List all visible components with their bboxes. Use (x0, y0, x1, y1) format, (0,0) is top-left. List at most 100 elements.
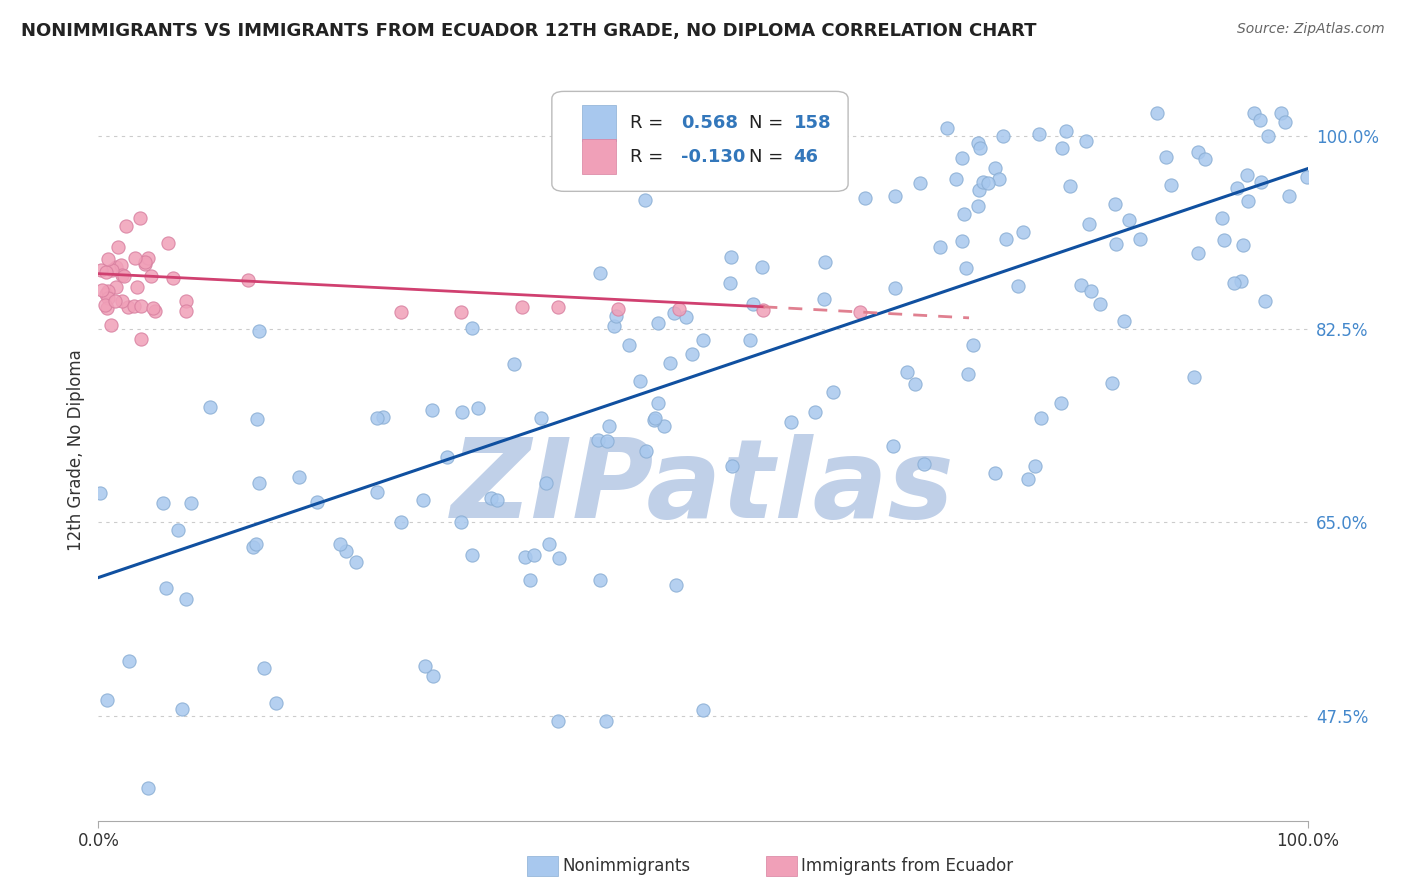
Point (972, 175, 994, 189)
Point (124, 252, 146, 266)
Point (155, 581, 177, 595)
Text: 158: 158 (794, 114, 831, 132)
Point (1223, 276, 1246, 290)
Point (136, 780, 159, 795)
Point (751, 260, 773, 274)
Point (779, 415, 801, 429)
Point (547, 300, 569, 314)
Point (988, 172, 1011, 186)
Point (1017, 472, 1039, 486)
Point (945, 172, 967, 186)
Point (692, 703, 714, 717)
Point (461, 548, 484, 562)
Text: -0.130: -0.130 (682, 147, 745, 166)
Point (502, 357, 524, 371)
Point (1232, 238, 1254, 252)
Text: Immigrants from Ecuador: Immigrants from Ecuador (801, 857, 1014, 875)
Text: N =: N = (749, 147, 789, 166)
Point (1243, 106, 1265, 120)
Point (967, 183, 990, 197)
Point (983, 466, 1005, 480)
Point (198, 400, 221, 414)
Point (94, 264, 117, 278)
Point (1230, 274, 1253, 288)
Point (1187, 145, 1209, 159)
Point (134, 257, 156, 271)
Point (617, 337, 640, 351)
Point (1101, 376, 1123, 390)
Text: NONIMMIGRANTS VS IMMIGRANTS FROM ECUADOR 12TH GRADE, NO DIPLOMA CORRELATION CHAR: NONIMMIGRANTS VS IMMIGRANTS FROM ECUADOR… (21, 22, 1036, 40)
Point (107, 239, 129, 253)
Point (595, 714, 617, 729)
Point (908, 176, 931, 190)
Point (967, 199, 990, 213)
Point (156, 236, 179, 251)
Point (249, 476, 271, 491)
Point (1050, 141, 1073, 155)
Point (1274, 115, 1296, 129)
Point (105, 260, 128, 275)
Point (721, 458, 744, 473)
Point (628, 375, 651, 389)
Point (665, 578, 688, 592)
Point (662, 306, 685, 320)
Point (804, 405, 827, 419)
Point (644, 410, 666, 425)
Point (479, 491, 502, 505)
Point (969, 141, 991, 155)
Point (162, 270, 184, 285)
Point (912, 457, 935, 471)
Point (1074, 134, 1097, 148)
Point (180, 496, 202, 510)
Text: 0.568: 0.568 (682, 114, 738, 132)
Point (1250, 175, 1272, 189)
Point (1114, 314, 1136, 328)
Point (1211, 211, 1233, 225)
Point (647, 316, 669, 330)
Point (1236, 168, 1258, 182)
Point (1031, 411, 1053, 425)
Point (1146, 106, 1168, 120)
Point (962, 337, 984, 351)
Point (1105, 236, 1128, 251)
Point (957, 368, 980, 382)
Point (720, 250, 742, 264)
Point (105, 280, 128, 294)
Point (366, 484, 388, 499)
Point (634, 193, 657, 207)
Point (111, 293, 134, 308)
FancyBboxPatch shape (582, 105, 616, 141)
Point (129, 299, 152, 313)
Point (412, 492, 434, 507)
Point (142, 301, 165, 315)
Point (129, 332, 152, 346)
Point (1088, 297, 1111, 311)
Point (238, 273, 260, 287)
Point (896, 365, 918, 379)
Point (536, 475, 558, 490)
Point (955, 260, 977, 275)
Point (693, 176, 716, 190)
Point (519, 573, 541, 587)
Point (967, 136, 990, 151)
Point (152, 496, 174, 510)
Point (1080, 284, 1102, 298)
Point (371, 409, 394, 424)
Point (420, 402, 443, 417)
Text: ZIPatlas: ZIPatlas (451, 434, 955, 541)
Point (692, 333, 714, 347)
Point (993, 128, 1015, 143)
Point (450, 405, 472, 419)
Point (110, 258, 132, 272)
Point (605, 309, 627, 323)
Point (607, 301, 630, 316)
Point (174, 303, 197, 318)
Point (436, 450, 458, 465)
Point (129, 211, 152, 225)
Point (668, 301, 690, 316)
Point (720, 167, 742, 181)
Point (245, 537, 267, 551)
Point (823, 385, 845, 400)
Text: R =: R = (630, 114, 669, 132)
Point (884, 189, 907, 203)
